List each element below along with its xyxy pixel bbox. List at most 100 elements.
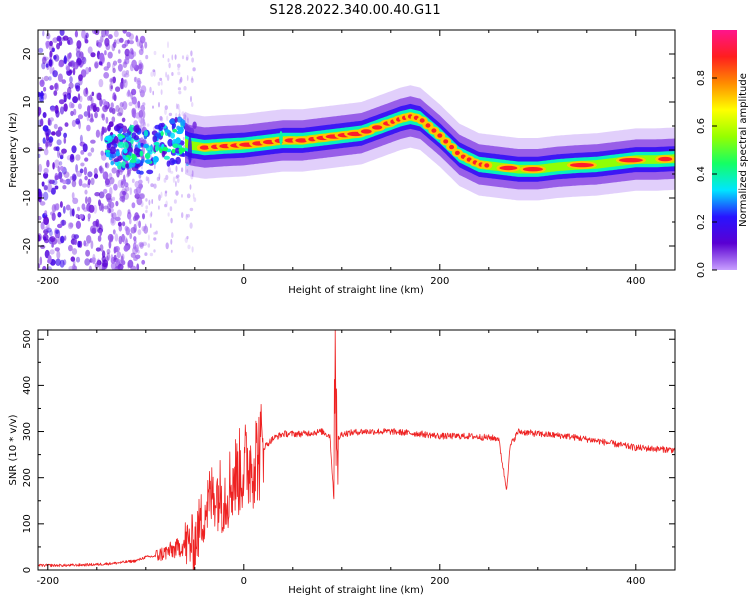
noise-speck	[97, 235, 102, 242]
ridge-streak	[187, 136, 192, 164]
noise-speck	[109, 82, 113, 92]
signal-blob	[172, 128, 178, 133]
noise-speck	[38, 47, 44, 54]
noise-speck	[111, 196, 116, 201]
noise-speck	[177, 63, 181, 68]
noise-speck	[85, 32, 89, 39]
noise-speck	[42, 191, 49, 201]
signal-blob	[136, 169, 141, 175]
noise-speck	[62, 259, 67, 266]
noise-speck	[58, 61, 64, 68]
noise-speck	[84, 157, 89, 162]
noise-speck	[130, 252, 136, 258]
x-tick-label: 400	[626, 576, 645, 587]
noise-speck	[81, 183, 88, 188]
noise-speck	[125, 70, 129, 75]
signal-blob	[125, 163, 129, 168]
noise-speck	[48, 138, 53, 147]
ridge-peak	[522, 167, 543, 172]
noise-speck	[126, 169, 131, 177]
noise-speck	[55, 146, 60, 152]
signal-blob	[143, 130, 149, 137]
noise-speck	[150, 211, 153, 217]
noise-speck	[129, 232, 133, 240]
noise-speck	[86, 124, 91, 132]
noise-speck	[71, 264, 77, 270]
noise-speck	[91, 30, 98, 35]
noise-speck	[48, 44, 54, 51]
noise-speck	[169, 170, 174, 174]
noise-speck	[181, 55, 185, 60]
noise-speck	[55, 233, 59, 239]
noise-speck	[61, 79, 67, 84]
noise-speck	[73, 108, 77, 116]
noise-speck	[163, 177, 167, 183]
noise-speck	[65, 178, 71, 185]
noise-speck	[172, 176, 176, 183]
noise-speck	[88, 265, 92, 270]
noise-speck	[151, 199, 153, 204]
signal-blob	[144, 152, 151, 160]
signal-blob	[137, 142, 142, 149]
noise-speck	[49, 85, 54, 91]
noise-speck	[121, 77, 124, 84]
noise-speck	[103, 72, 110, 79]
noise-speck	[54, 229, 60, 235]
noise-speck	[125, 226, 130, 236]
noise-speck	[138, 193, 145, 199]
noise-speck	[149, 252, 154, 257]
signal-blob	[167, 138, 173, 147]
noise-speck	[63, 235, 67, 241]
noise-speck	[52, 70, 58, 78]
noise-speck	[186, 75, 189, 81]
noise-speck	[49, 117, 54, 122]
noise-speck	[75, 213, 80, 219]
x-tick-label: 0	[241, 276, 247, 287]
noise-speck	[191, 102, 194, 107]
noise-speck	[75, 85, 81, 92]
noise-speck	[102, 171, 106, 177]
noise-speck	[138, 191, 142, 199]
signal-blob	[153, 141, 160, 146]
noise-speck	[40, 221, 45, 230]
noise-speck	[96, 258, 101, 268]
signal-blob	[154, 124, 161, 130]
noise-speck	[119, 169, 123, 175]
noise-speck	[175, 190, 179, 196]
noise-speck	[79, 168, 84, 174]
noise-speck	[138, 48, 144, 56]
noise-speck	[75, 154, 81, 161]
signal-blob	[133, 135, 139, 141]
noise-speck	[43, 148, 49, 156]
noise-speck	[140, 104, 146, 112]
signal-blob	[131, 153, 136, 160]
noise-speck	[133, 223, 137, 233]
noise-speck	[68, 244, 73, 252]
signal-blob	[105, 151, 111, 158]
y-tick-label: 0	[22, 567, 33, 573]
noise-speck	[117, 63, 123, 72]
noise-speck	[158, 173, 161, 180]
signal-blob	[124, 157, 129, 161]
noise-speck	[112, 67, 116, 74]
noise-speck	[41, 181, 45, 187]
noise-speck	[164, 192, 168, 197]
noise-speck	[157, 81, 161, 86]
noise-speck	[63, 132, 67, 138]
noise-speck	[69, 208, 73, 217]
noise-speck	[72, 174, 77, 181]
noise-speck	[65, 65, 70, 72]
noise-speck	[39, 79, 45, 88]
noise-speck	[181, 212, 184, 219]
noise-speck	[113, 39, 117, 45]
noise-speck	[38, 163, 43, 173]
noise-speck	[187, 244, 191, 250]
noise-speck	[177, 103, 180, 110]
noise-speck	[116, 169, 120, 178]
noise-speck	[166, 115, 169, 121]
noise-speck	[78, 178, 83, 187]
noise-speck	[87, 105, 91, 114]
noise-speck	[57, 73, 63, 82]
noise-speck	[165, 71, 168, 78]
